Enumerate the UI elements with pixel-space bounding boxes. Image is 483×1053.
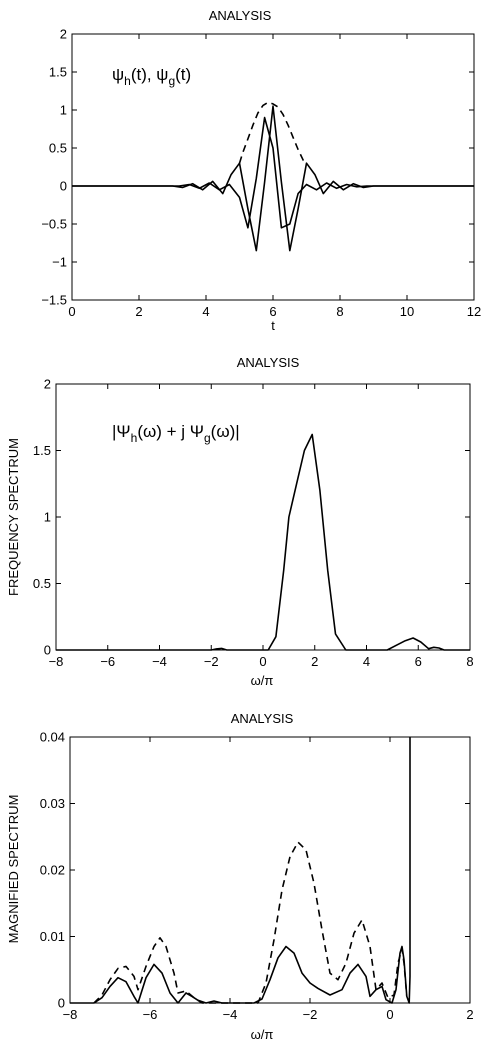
panel-3-xtick-label: −2 (303, 1007, 318, 1022)
panel-3-ytick-label: 0 (58, 996, 65, 1011)
panel-3-xlabel: ω/π (251, 1027, 274, 1042)
panel-2-title: ANALYSIS (237, 355, 300, 370)
panel-3-xtick-label: −8 (63, 1007, 78, 1022)
panel-2-xtick-label: 2 (311, 654, 318, 669)
panel-3-xtick-label: −6 (143, 1007, 158, 1022)
panel-3-xtick-label: 0 (386, 1007, 393, 1022)
panel-1-xtick-label: 2 (135, 304, 142, 319)
panel-2-series-1-solid (56, 433, 470, 651)
panel-1-xtick-label: 0 (68, 304, 75, 319)
panel-1-xtick-label: 10 (400, 304, 414, 319)
panel-2-xtick-label: −6 (100, 654, 115, 669)
panel-2-ylabel: FREQUENCY SPECTRUM (6, 438, 21, 596)
panel-1-ytick-label: 1.5 (49, 65, 67, 80)
panel-1-xlabel: t (271, 318, 275, 333)
panel-3-series-2-dashed (93, 841, 408, 1004)
panel-3-title: ANALYSIS (231, 711, 294, 726)
panel-2-xtick-label: −2 (204, 654, 219, 669)
panel-1-ytick-label: −1 (52, 255, 67, 270)
panel-1-ytick-label: −0.5 (41, 217, 67, 232)
panel-2-ytick-label: 1.5 (33, 443, 51, 458)
panel-2-xtick-label: 8 (466, 654, 473, 669)
panel-1-xtick-label: 8 (336, 304, 343, 319)
panel-frequency-spectrum: ANALYSIS |Ψh(ω) + j Ψg(ω)| ω/π FREQUENCY… (6, 355, 474, 688)
panel-2-xtick-label: 6 (415, 654, 422, 669)
panel-3-xtick-label: −4 (223, 1007, 238, 1022)
panel-1-title: ANALYSIS (209, 8, 272, 23)
panel-wavelets: ANALYSIS ψh(t), ψg(t) t 0 2 4 6 8 10 12−1.5−1−… (41, 8, 481, 333)
panel-2-xtick-label: −4 (152, 654, 167, 669)
panel-1-series-1-solid (72, 105, 474, 252)
panel-2-xlabel: ω/π (251, 673, 274, 688)
panel-2-xtick-label: −8 (49, 654, 64, 669)
panel-1-xtick-label: 6 (269, 304, 276, 319)
panel-3-ytick-label: 0.02 (40, 863, 65, 878)
panel-3-ytick-label: 0.03 (40, 796, 65, 811)
panel-1-ytick-label: 1 (60, 103, 67, 118)
panel-2-ytick-label: 2 (44, 377, 51, 392)
panel-3-xtick-label: 2 (466, 1007, 473, 1022)
panel-2-annotation: |Ψh(ω) + j Ψg(ω)| (112, 422, 240, 445)
panel-3-ylabel: MAGNIFIED SPECTRUM (6, 795, 21, 944)
panel-1-ytick-label: 2 (60, 27, 67, 42)
panel-2-xtick-label: 0 (259, 654, 266, 669)
panel-1-ytick-label: 0 (60, 179, 67, 194)
panel-2-xtick-label: 4 (363, 654, 370, 669)
panel-1-ytick-label: 0.5 (49, 141, 67, 156)
panel-2-ytick-label: 1 (44, 510, 51, 525)
panel-magnified-spectrum: ANALYSIS ω/π MAGNIFIED SPECTRUM −8 −6 −4 −2… (6, 711, 474, 1042)
panel-2-ytick-label: 0.5 (33, 576, 51, 591)
panel-3-ytick-label: 0.01 (40, 929, 65, 944)
panel-3-series-1-solid (70, 737, 411, 1004)
panel-1-series-2-solid (72, 116, 474, 229)
panel-1-series-3-dashed (238, 101, 308, 164)
panel-1-annotation: ψh(t), ψg(t) (112, 65, 191, 88)
panel-2-ytick-label: 0 (44, 643, 51, 658)
panel-1-xtick-label: 4 (202, 304, 209, 319)
panel-1-xtick-label: 12 (467, 304, 481, 319)
panel-1-ytick-label: −1.5 (41, 293, 67, 308)
panel-3-ytick-label: 0.04 (40, 730, 65, 745)
